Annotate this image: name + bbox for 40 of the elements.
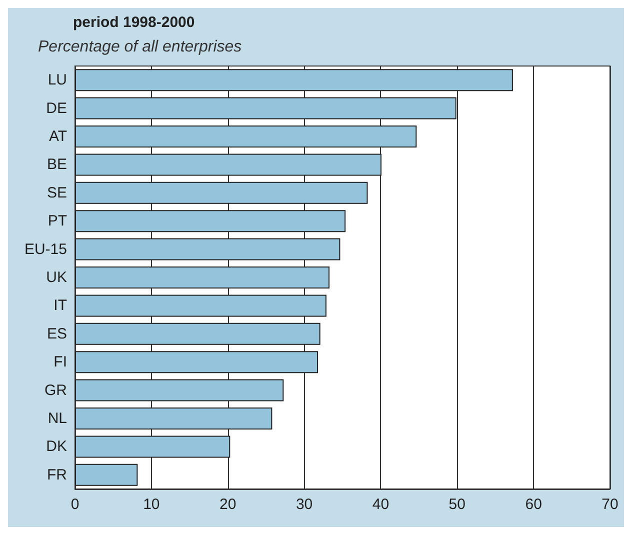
bar [75,266,330,288]
y-tick-label: DK [46,438,67,456]
bar [75,436,230,458]
y-tick-label: BE [46,156,67,174]
bar [75,182,368,204]
y-tick-label: AT [48,128,67,145]
y-tick-label: SE [46,184,67,202]
x-tick-label: 20 [220,496,236,513]
bar [75,97,456,120]
chart-title: period 1998-2000 [73,14,195,31]
y-tick-label: GR [44,382,68,399]
x-tick-label: 50 [448,496,466,513]
bar [75,322,320,345]
bar [75,126,417,148]
y-tick-label: NL [48,410,67,427]
chart-subtitle: Percentage of all enterprises [38,38,242,56]
bar [75,464,138,486]
x-tick-label: 70 [602,496,618,513]
y-tick-label: PT [48,212,67,230]
x-tick-label: 30 [296,496,313,513]
x-tick-label: 10 [143,496,160,513]
bar [75,69,513,92]
x-tick-label: 40 [372,496,390,513]
bar [75,238,340,260]
y-tick-label: DE [46,100,67,117]
y-tick-label: IT [54,297,67,314]
y-tick-label: FR [47,466,68,484]
bar [75,408,272,430]
y-tick-label: EU-15 [24,240,67,258]
bar [75,379,284,402]
x-tick-label: 60 [525,496,542,513]
bar [75,294,326,317]
bar [75,351,318,374]
y-tick-label: UK [46,269,67,286]
bar [75,210,346,232]
y-tick-label: LU [48,72,67,89]
y-tick-label: ES [46,325,67,342]
bar [75,154,382,176]
x-tick-label: 0 [70,496,80,513]
y-tick-label: FI [54,354,67,371]
